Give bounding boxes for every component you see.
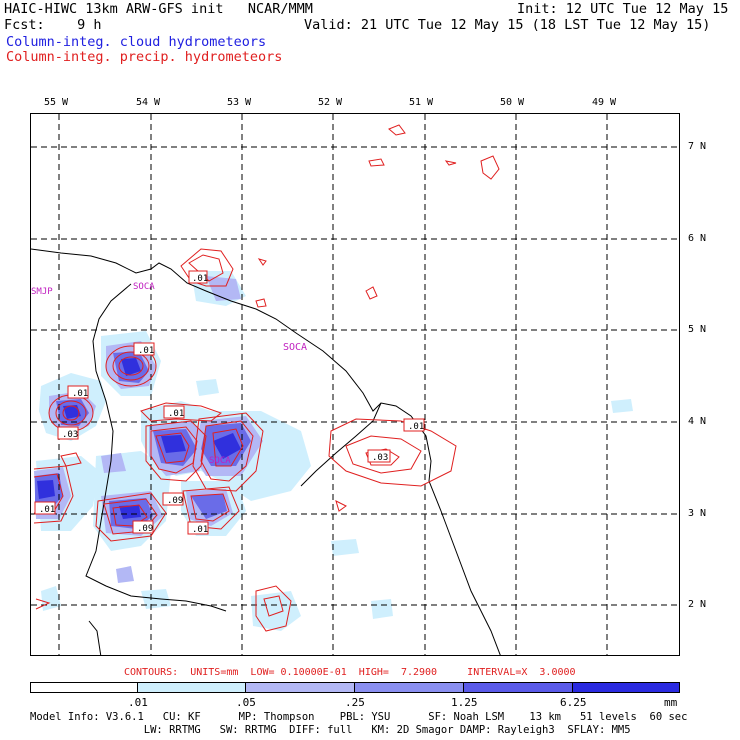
valid-time: Valid: 21 UTC Tue 12 May 15 (18 LST Tue … <box>304 17 711 33</box>
model-info-line2: LW: RRTMG SW: RRTMG DIFF: full KM: 2D Sm… <box>30 724 631 736</box>
colorbar-label: .05 <box>236 696 256 709</box>
place-soca-2: SOCA <box>283 342 307 353</box>
lon-label-53w: 53 W <box>227 97 252 108</box>
colorbar-segment-0 <box>30 682 138 693</box>
contour-label: .01 <box>39 505 55 515</box>
map-panel: SMJP SOCA SOCA SOCA .01 .01 .01 .03 .01 … <box>30 113 680 656</box>
model-info-line1: Model Info: V3.6.1 CU: KF MP: Thompson P… <box>30 711 688 723</box>
contour-label: .03 <box>62 430 78 440</box>
contours-info: CONTOURS: UNITS=mm LOW= 0.10000E-01 HIGH… <box>124 667 576 678</box>
lat-label-7n: 7 N <box>688 141 707 152</box>
precip-contours <box>33 124 500 632</box>
contour-label: .01 <box>168 409 184 419</box>
lat-label-3n: 3 N <box>688 508 707 519</box>
colorbar-label: .01 <box>128 696 148 709</box>
lat-label-4n: 4 N <box>688 416 707 427</box>
cloud-shade-core <box>37 358 241 519</box>
lat-label-5n: 5 N <box>688 324 707 335</box>
coastline <box>31 248 501 655</box>
colorbar-label: .25 <box>345 696 365 709</box>
colorbar-segment-2 <box>245 682 355 693</box>
map-svg: SMJP SOCA SOCA SOCA .01 .01 .01 .03 .01 … <box>31 114 679 655</box>
header-title: HAIC-HIWC 13km ARW-GFS init NCAR/MMM <box>4 1 313 17</box>
colorbar-segment-1 <box>137 682 246 693</box>
contour-label: .01 <box>408 422 424 432</box>
lat-label-6n: 6 N <box>688 233 707 244</box>
colorbar-label: 6.25 <box>560 696 587 709</box>
forecast-hour: Fcst: 9 h <box>4 17 102 33</box>
legend-cloud: Column-integ. cloud hydrometeors <box>6 34 267 50</box>
legend-precip: Column-integ. precip. hydrometeors <box>6 49 283 65</box>
contour-label: .09 <box>167 496 183 506</box>
contour-label: .03 <box>372 453 388 463</box>
lon-label-54w: 54 W <box>136 97 161 108</box>
contour-labels: .01 .01 .01 .03 .01 .09 .09 .01 .01 .01 … <box>34 270 425 535</box>
lon-label-55w: 55 W <box>44 97 69 108</box>
lon-label-50w: 50 W <box>500 97 525 108</box>
contour-label: .01 <box>138 346 154 356</box>
colorbar-segment-5 <box>572 682 680 693</box>
init-time: Init: 12 UTC Tue 12 May 15 <box>517 1 729 17</box>
place-soca-3: SOCA <box>209 456 231 466</box>
lat-label-2n: 2 N <box>688 599 707 610</box>
contour-label: .09 <box>137 524 153 534</box>
colorbar-units: mm <box>664 696 678 709</box>
contour-label: .01 <box>192 525 208 535</box>
place-smjp: SMJP <box>31 287 53 297</box>
place-soca-1: SOCA <box>133 282 155 292</box>
colorbar-segment-4 <box>463 682 573 693</box>
contour-label: .01 <box>72 389 88 399</box>
lon-label-52w: 52 W <box>318 97 343 108</box>
colorbar-segment-3 <box>354 682 464 693</box>
lon-label-49w: 49 W <box>592 97 617 108</box>
colorbar-label: 1.25 <box>451 696 478 709</box>
lon-label-51w: 51 W <box>409 97 434 108</box>
lat-lon-grid <box>31 114 679 655</box>
contour-label: .01 <box>192 274 208 284</box>
